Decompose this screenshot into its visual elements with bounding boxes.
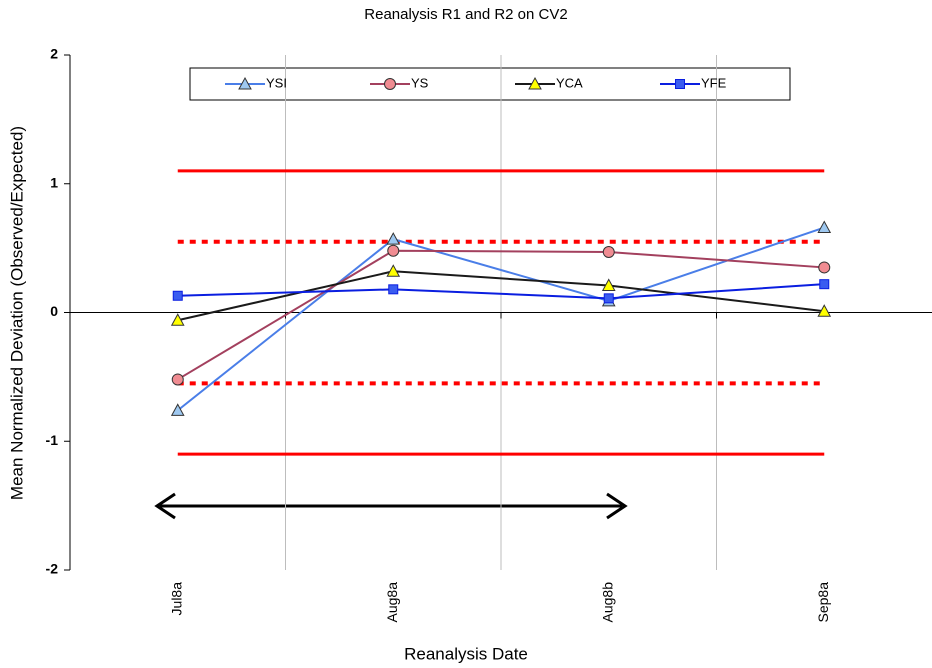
marker xyxy=(602,245,615,258)
marker xyxy=(528,76,542,90)
legend-label: YFE xyxy=(701,75,727,90)
marker xyxy=(171,373,184,386)
x-tick-label: Aug8b xyxy=(599,582,615,623)
legend-entry: YCA xyxy=(515,75,583,90)
marker xyxy=(817,304,832,317)
series xyxy=(172,279,830,304)
marker xyxy=(603,293,614,304)
marker xyxy=(675,79,685,89)
x-axis-label: Reanalysis Date xyxy=(404,644,528,663)
y-tick-label: 0 xyxy=(50,303,58,319)
y-tick-label: 2 xyxy=(50,46,58,62)
legend-label: YS xyxy=(411,75,429,90)
series xyxy=(170,264,832,326)
marker xyxy=(386,232,401,245)
legend-entry: YFE xyxy=(660,75,727,90)
y-tick-label: -2 xyxy=(46,561,59,577)
marker xyxy=(601,278,616,291)
marker xyxy=(817,220,832,234)
grid: -2 -1 0 1 2 Jul8a Aug8a Aug8b Sep8a xyxy=(46,46,932,623)
series-line xyxy=(177,283,825,300)
marker xyxy=(172,290,183,301)
series xyxy=(170,220,832,416)
series-line xyxy=(177,226,825,412)
marker xyxy=(818,261,831,274)
legend-entry: YS xyxy=(370,75,429,90)
y-tick-label: 1 xyxy=(50,174,58,190)
marker xyxy=(384,78,396,90)
series xyxy=(171,244,831,386)
marker xyxy=(170,403,185,416)
x-tick-label: Jul8a xyxy=(168,582,184,616)
legend-label: YCA xyxy=(556,75,583,90)
legend-entry: YSI xyxy=(225,75,287,90)
y-tick-label: -1 xyxy=(46,432,59,448)
marker xyxy=(388,284,399,295)
arrow-head xyxy=(154,492,176,520)
marker xyxy=(387,244,400,257)
marker xyxy=(819,279,830,290)
y-axis-label: Mean Normalized Deviation (Observed/Expe… xyxy=(7,126,26,500)
series-line xyxy=(177,249,825,381)
series-line xyxy=(177,270,825,322)
marker xyxy=(386,264,401,277)
x-tick-label: Sep8a xyxy=(815,582,831,623)
plot: -2 -1 0 1 2 Jul8a Aug8a Aug8b Sep8a xyxy=(46,46,932,623)
chart-title: Reanalysis R1 and R2 on CV2 xyxy=(364,6,567,23)
arrow-head xyxy=(606,492,628,520)
x-tick-label: Aug8a xyxy=(384,582,400,623)
range-arrow xyxy=(154,492,628,520)
marker xyxy=(238,76,252,90)
marker xyxy=(170,313,185,326)
legend-label: YSI xyxy=(266,75,287,90)
